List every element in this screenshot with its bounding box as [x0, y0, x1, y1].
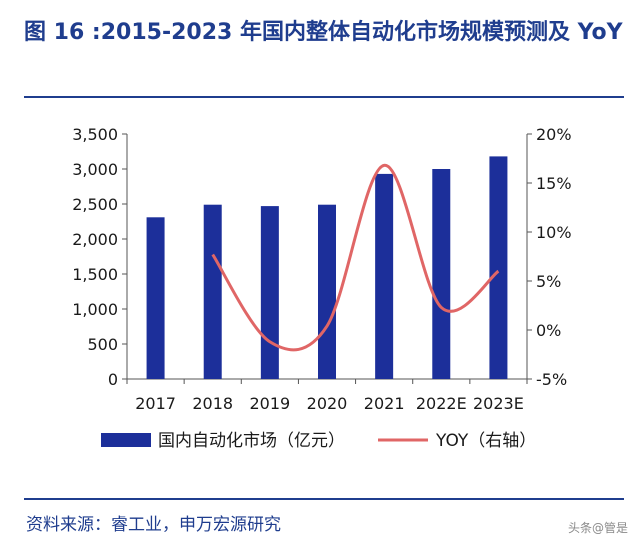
bar — [203, 204, 222, 379]
chart-title: 图 16 :2015-2023 年国内整体自动化市场规模预测及 YoY — [24, 20, 623, 45]
x-tick-label: 2021 — [364, 394, 405, 413]
x-tick-label: 2018 — [192, 394, 233, 413]
bar — [260, 206, 279, 379]
x-tick-label: 2022E — [416, 394, 467, 413]
watermark: 头条@管是 — [567, 521, 628, 535]
right-tick-label: 0% — [536, 321, 561, 340]
x-tick-label: 2020 — [307, 394, 348, 413]
bar — [432, 169, 451, 379]
left-tick-label: 3,500 — [72, 125, 118, 144]
left-tick-label: 1,000 — [72, 300, 118, 319]
bar — [318, 204, 336, 379]
x-tick-label: 2023E — [473, 394, 524, 413]
source-note: 资料来源：睿工业，申万宏源研究 — [26, 515, 281, 535]
left-tick-label: 0 — [108, 370, 118, 389]
left-tick-label: 3,000 — [72, 160, 118, 179]
right-tick-label: 15% — [536, 174, 572, 193]
bar — [489, 156, 508, 379]
right-tick-label: 5% — [536, 272, 561, 291]
legend-line-label: YOY（右轴） — [435, 431, 536, 451]
title-divider — [24, 96, 624, 98]
x-tick-label: 2019 — [249, 394, 290, 413]
left-tick-label: 2,000 — [72, 230, 118, 249]
left-tick-label: 1,500 — [72, 265, 118, 284]
right-tick-label: 20% — [536, 125, 572, 144]
right-tick-label: -5% — [536, 370, 567, 389]
legend-bar-label: 国内自动化市场（亿元） — [158, 431, 345, 451]
yoy-line — [211, 163, 500, 352]
legend-bar-swatch — [101, 433, 151, 447]
source-divider — [24, 498, 624, 500]
bar — [146, 217, 165, 379]
left-tick-label: 2,500 — [72, 195, 118, 214]
chart: 0 500 1,000 1,500 2,000 2,500 3,000 3,500 -5% 0% 5… — [72, 125, 572, 451]
left-tick-label: 500 — [87, 335, 118, 354]
bar — [375, 173, 394, 379]
right-tick-label: 10% — [536, 223, 572, 242]
x-tick-label: 2017 — [135, 394, 176, 413]
